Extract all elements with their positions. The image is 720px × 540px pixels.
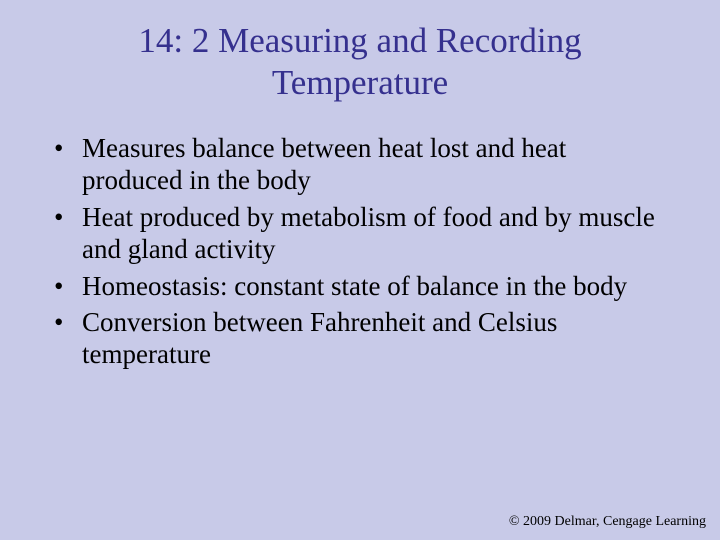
title-line-1: 14: 2 Measuring and Recording bbox=[138, 21, 581, 60]
bullet-text: Measures balance between heat lost and h… bbox=[82, 133, 566, 195]
slide-content: Measures balance between heat lost and h… bbox=[0, 104, 720, 371]
title-line-2: Temperature bbox=[272, 63, 448, 102]
copyright-footer: © 2009 Delmar, Cengage Learning bbox=[509, 514, 706, 530]
bullet-list: Measures balance between heat lost and h… bbox=[50, 132, 670, 371]
slide-title: 14: 2 Measuring and Recording Temperatur… bbox=[0, 0, 720, 104]
bullet-text: Heat produced by metabolism of food and … bbox=[82, 202, 655, 264]
list-item: Homeostasis: constant state of balance i… bbox=[50, 270, 670, 302]
bullet-text: Conversion between Fahrenheit and Celsiu… bbox=[82, 307, 557, 369]
footer-text: © 2009 Delmar, Cengage Learning bbox=[509, 514, 706, 529]
list-item: Measures balance between heat lost and h… bbox=[50, 132, 670, 197]
bullet-text: Homeostasis: constant state of balance i… bbox=[82, 271, 627, 301]
list-item: Conversion between Fahrenheit and Celsiu… bbox=[50, 306, 670, 371]
list-item: Heat produced by metabolism of food and … bbox=[50, 201, 670, 266]
